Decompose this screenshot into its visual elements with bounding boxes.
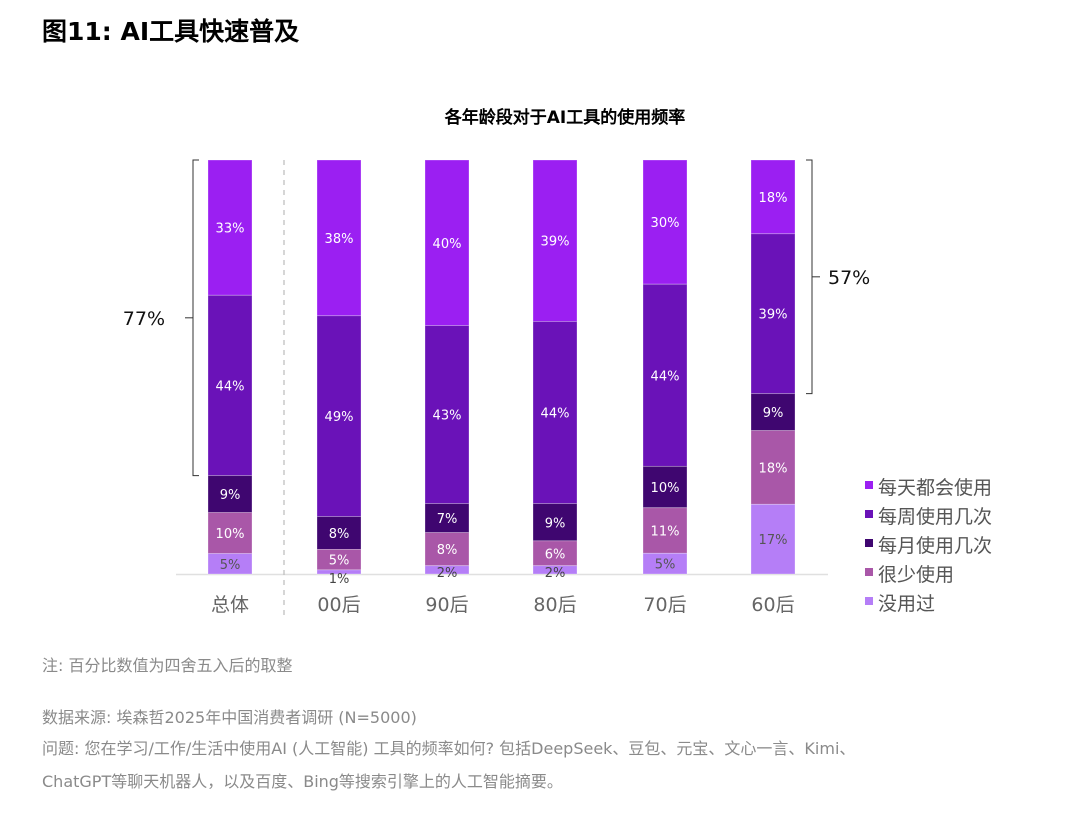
bracket (192, 159, 199, 477)
bar-segment (207, 159, 253, 296)
bracket (806, 159, 813, 395)
data-label: 8% (329, 527, 350, 542)
stacked-bar-chart: 33% 44% 9% 10% 5% 总体 38% 49% 8% 5% 1% 00后 40% 43% 7% 8%… (123, 159, 992, 616)
bar-segment (750, 503, 796, 575)
legend-label: 没用过 (878, 593, 935, 615)
data-label: 7% (437, 512, 458, 527)
data-label: 44% (651, 369, 680, 384)
bar-segment (316, 315, 362, 518)
note-text: 注: 百分比数值为四舍五入后的取整 (42, 656, 293, 675)
bracket-label: 77% (123, 308, 165, 330)
data-label: 33% (216, 222, 245, 237)
legend-label: 每月使用几次 (878, 535, 992, 557)
data-label: 5% (220, 558, 241, 573)
legend-label: 每周使用几次 (878, 506, 992, 528)
data-label: 10% (216, 527, 245, 542)
legend-label: 每天都会使用 (878, 477, 992, 499)
data-label: 10% (651, 481, 680, 496)
data-label: 6% (545, 547, 566, 562)
data-label: 2% (545, 566, 566, 581)
data-label: 44% (216, 379, 245, 394)
data-label: 30% (651, 216, 680, 231)
bar-segment (532, 321, 578, 505)
bar-segment (532, 540, 578, 567)
bar-segment (424, 325, 470, 505)
legend-swatch (865, 510, 873, 518)
category-label: 70后 (643, 594, 686, 616)
bar-segment (207, 294, 253, 477)
bar-segment (424, 159, 470, 327)
legend-label: 很少使用 (878, 564, 954, 586)
data-label: 11% (651, 525, 680, 540)
legend-swatch (865, 568, 873, 576)
bar-segment (207, 475, 253, 513)
bar-segment (424, 503, 470, 533)
data-label: 39% (759, 308, 788, 323)
bar-segment (424, 565, 470, 575)
data-label: 17% (759, 533, 788, 548)
data-label: 44% (541, 407, 570, 422)
bar-segment (642, 283, 688, 467)
data-label: 1% (329, 572, 350, 587)
bar-segment (750, 233, 796, 395)
data-label: 9% (220, 488, 241, 503)
question-text-line1: 问题: 您在学习/工作/生活中使用AI (人工智能) 工具的频率如何? 包括De… (42, 739, 856, 758)
category-label: 80后 (533, 594, 576, 616)
data-label: 18% (759, 191, 788, 206)
bar-segment (642, 159, 688, 285)
category-label: 90后 (425, 594, 468, 616)
category-label: 60后 (751, 594, 794, 616)
category-label: 00后 (317, 594, 360, 616)
bar-segment (750, 159, 796, 235)
bar-segment (532, 159, 578, 322)
bar-segment (642, 552, 688, 575)
source-text: 数据来源: 埃森哲2025年中国消费者调研 (N=5000) (42, 708, 417, 727)
chart-title: 各年龄段对于AI工具的使用频率 (444, 108, 686, 128)
data-label: 9% (545, 516, 566, 531)
data-label: 5% (655, 558, 676, 573)
bar-segment (424, 532, 470, 567)
bracket-label: 57% (828, 267, 870, 289)
data-label: 2% (437, 566, 458, 581)
data-label: 9% (763, 406, 784, 421)
data-label: 39% (541, 235, 570, 250)
category-label: 总体 (211, 594, 249, 616)
data-label: 5% (329, 554, 350, 569)
bar-segment (642, 465, 688, 509)
data-label: 18% (759, 461, 788, 476)
bar-segment (750, 393, 796, 431)
question-text-line2: ChatGPT等聊天机器人，以及百度、Bing等搜索引擎上的人工智能摘要。 (42, 772, 563, 791)
bar-segment (642, 507, 688, 554)
legend-swatch (865, 597, 873, 605)
data-label: 43% (433, 409, 462, 424)
data-label: 40% (433, 237, 462, 252)
legend-swatch (865, 539, 873, 547)
bar-segment (532, 565, 578, 575)
bar-segment (532, 503, 578, 542)
data-label: 38% (325, 232, 354, 247)
bar-segment (316, 569, 362, 575)
figure-title: 图11: AI工具快速普及 (42, 17, 300, 46)
bar-segment (207, 553, 253, 575)
data-label: 8% (437, 543, 458, 558)
legend-swatch (865, 481, 873, 489)
data-label: 49% (325, 410, 354, 425)
